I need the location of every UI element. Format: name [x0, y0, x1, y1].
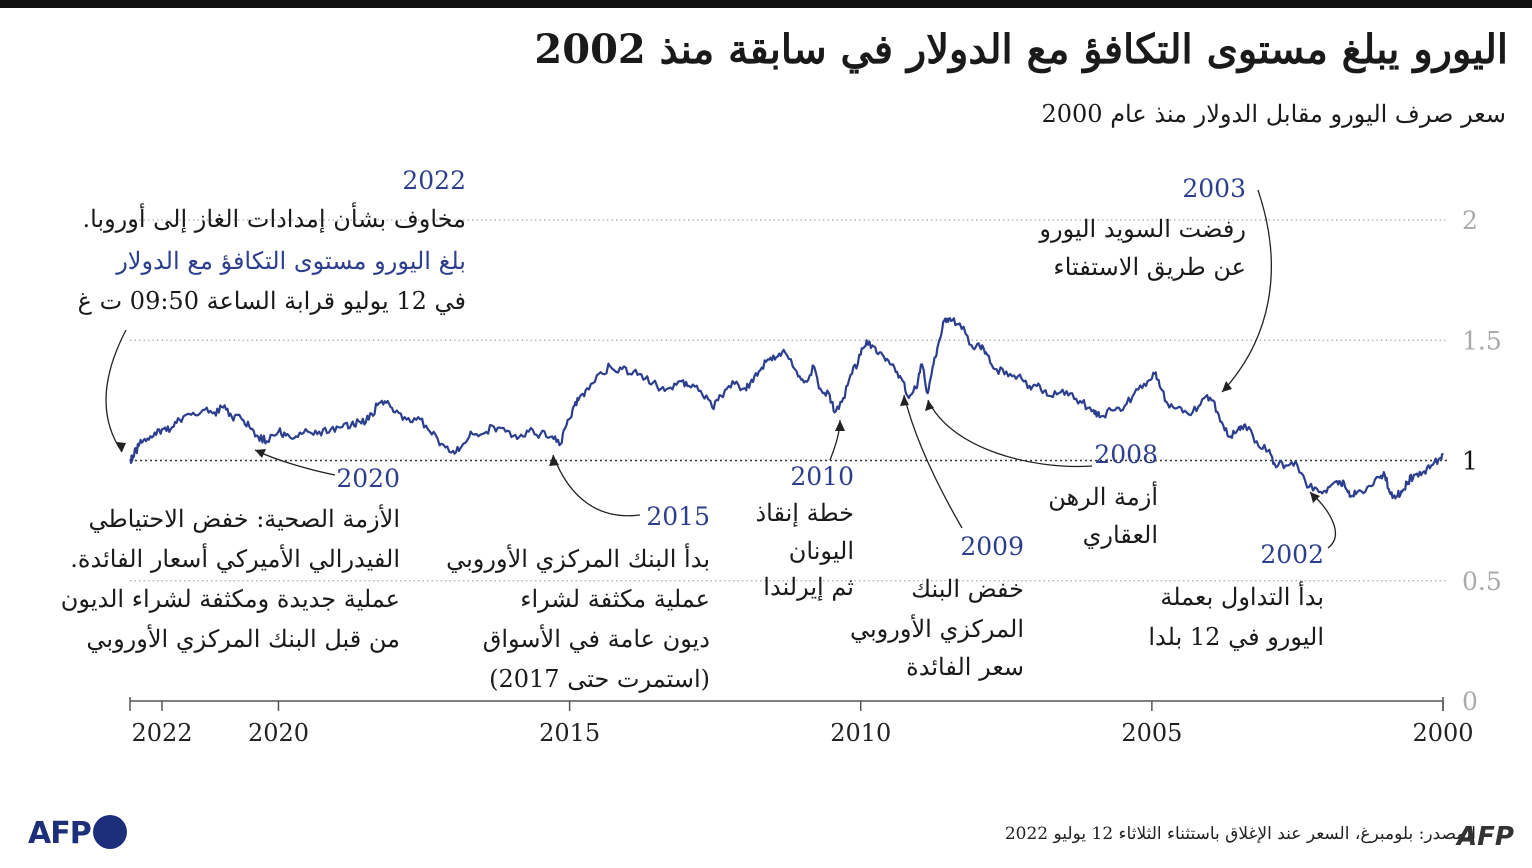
afp-logo: AFP [28, 814, 127, 852]
annotation-2009-line2: المركزي الأوروبي [850, 615, 1024, 643]
annotation-2010-line3: ثم إيرلندا [763, 573, 854, 601]
annotation-2022-line3: في 12 يوليو قرابة الساعة 09:50 ت غ [77, 287, 466, 315]
annotation-2008-year: 2008 [1094, 440, 1158, 469]
arrowhead-2002 [1310, 492, 1320, 503]
annotation-2010-line2: اليونان [788, 537, 854, 565]
annotation-2009-year: 2009 [960, 532, 1024, 561]
chart-subtitle: سعر صرف اليورو مقابل الدولار منذ عام 200… [1041, 100, 1506, 128]
y-tick-label-1: 0.5 [1462, 567, 1502, 596]
arrowhead-2009 [900, 395, 909, 406]
annotation-2008-line2: العقاري [1082, 521, 1158, 549]
annotation-2022-line2: بلغ اليورو مستوى التكافؤ مع الدولار [116, 247, 466, 275]
arrowhead-2010 [835, 420, 845, 431]
annotation-2020-year: 2020 [336, 464, 400, 493]
annotation-2015-line1: بدأ البنك المركزي الأوروبي [446, 545, 710, 573]
annotation-2015-line3: ديون عامة في الأسواق [482, 625, 710, 653]
annotation-2015-line2: عملية مكثفة لشراء [520, 585, 710, 613]
annotation-2015-line4: (استمرت حتى 2017) [489, 665, 710, 693]
x-axis-labels: 2000 2005 2010 2015 2020 2022 [131, 719, 1473, 747]
arrow-2020 [254, 449, 336, 476]
arrowhead-2022 [116, 442, 126, 452]
x-tick-label-0: 2000 [1412, 719, 1473, 747]
arrow-2003 [1221, 189, 1272, 393]
annotation-2010-line1: خطة إنقاذ [755, 499, 854, 527]
source-note: المصدر: بلومبرغ، السعر عند الإغلاق باستث… [1004, 824, 1476, 844]
y-tick-label-2: 1 [1462, 447, 1478, 476]
annotation-2008-line1: أزمة الرهن [1048, 483, 1158, 511]
x-axis [129, 697, 1444, 711]
arrow-heads [116, 381, 1320, 503]
annotation-2003-year: 2003 [1182, 174, 1246, 203]
chart-title: اليورو يبلغ مستوى التكافؤ مع الدولار في … [534, 26, 1508, 73]
afp-logo-dot [92, 814, 127, 849]
x-tick-label-2: 2010 [830, 719, 891, 747]
annotation-2002-line2: اليورو في 12 بلدا [1148, 623, 1324, 651]
y-axis: 0 0.5 1 1.5 2 [1462, 206, 1502, 716]
annotation-2020-line1: الأزمة الصحية: خفض الاحتياطي [88, 505, 400, 533]
chart-grid [130, 219, 1448, 582]
x-tick-label-5: 2022 [131, 719, 192, 747]
annotation-2009-line3: سعر الفائدة [906, 653, 1024, 681]
annotation-2002-year: 2002 [1260, 540, 1324, 569]
y-tick-label-3: 1.5 [1462, 326, 1502, 355]
annotation-2022-year: 2022 [402, 166, 466, 195]
y-tick-label-4: 2 [1462, 206, 1478, 235]
arrow-2022 [105, 329, 127, 453]
x-tick-label-3: 2015 [539, 719, 600, 747]
annotation-2002-line1: بدأ التداول بعملة [1160, 583, 1324, 611]
arrow-2008 [927, 399, 1093, 468]
series-line [129, 317, 1444, 500]
annotation-2020-line3: عملية جديدة ومكثفة لشراء الديون [60, 585, 400, 613]
annotation-2020-line4: من قبل البنك المركزي الأوروبي [86, 625, 400, 653]
annotation-2022-line1: مخاوف بشأن إمدادات الغاز إلى أوروبا. [82, 205, 466, 233]
afp-watermark: AFP [1457, 822, 1514, 852]
arrowhead-2003 [1222, 381, 1232, 392]
annotation-2010-year: 2010 [790, 462, 854, 491]
top-bar [0, 0, 1532, 8]
arrow-2009 [903, 394, 963, 529]
afp-logo-text: AFP [28, 816, 92, 851]
y-tick-label-0: 0 [1462, 687, 1478, 716]
annotation-2015-year: 2015 [646, 502, 710, 531]
annotation-2020-line2: الفيدرالي الأميركي أسعار الفائدة. [70, 545, 400, 573]
arrowhead-2008 [925, 400, 934, 411]
annotation-2003-line1: رفضت السويد اليورو [1039, 215, 1246, 243]
arrowhead-2020 [255, 449, 266, 458]
x-tick-label-1: 2005 [1121, 719, 1182, 747]
arrow-2015 [552, 454, 641, 517]
annotation-2009-line1: خفض البنك [911, 575, 1024, 603]
arrowhead-2015 [549, 455, 559, 466]
annotation-2003-line2: عن طريق الاستفتاء [1053, 253, 1246, 281]
x-tick-label-4: 2020 [248, 719, 309, 747]
